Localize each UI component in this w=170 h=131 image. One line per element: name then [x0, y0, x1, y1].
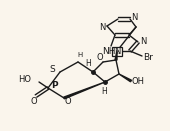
- Text: P: P: [51, 81, 57, 91]
- Text: O: O: [97, 53, 103, 61]
- Text: H: H: [101, 88, 107, 97]
- Text: NH₂: NH₂: [103, 47, 120, 56]
- Text: N: N: [99, 23, 105, 31]
- Text: HO: HO: [18, 75, 31, 83]
- Text: O: O: [65, 97, 71, 107]
- Text: N: N: [131, 13, 137, 23]
- Text: N: N: [114, 47, 120, 56]
- Text: S: S: [49, 66, 55, 75]
- Text: N: N: [140, 37, 146, 47]
- Text: Br: Br: [143, 53, 153, 62]
- Polygon shape: [115, 51, 117, 60]
- Text: H: H: [85, 59, 91, 67]
- Text: OH: OH: [132, 78, 144, 86]
- FancyBboxPatch shape: [112, 47, 122, 56]
- Polygon shape: [64, 82, 105, 99]
- Text: O: O: [31, 97, 37, 107]
- Polygon shape: [119, 74, 131, 82]
- Text: H: H: [77, 52, 83, 58]
